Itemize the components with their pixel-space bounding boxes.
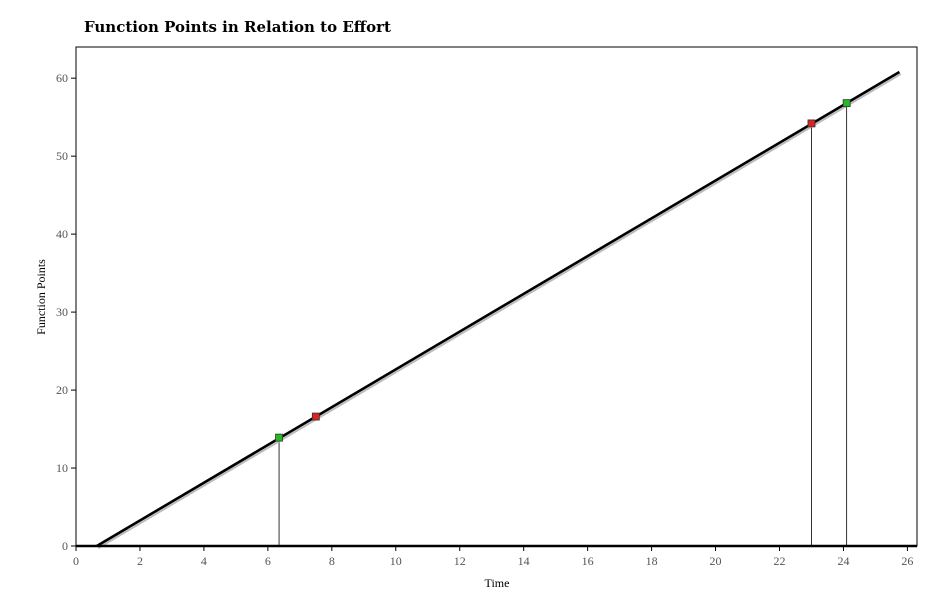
- x-tick-label: 0: [73, 554, 79, 568]
- y-tick-label: 10: [56, 461, 68, 475]
- x-tick-label: 14: [518, 554, 530, 568]
- trend-line-shadow: [97, 73, 902, 549]
- y-tick-label: 60: [56, 71, 68, 85]
- x-tick-label: 18: [646, 554, 658, 568]
- y-axis-label: Function Points: [34, 259, 48, 335]
- x-tick-label: 22: [773, 554, 785, 568]
- x-tick-label: 10: [390, 554, 402, 568]
- y-tick-label: 40: [56, 227, 68, 241]
- y-tick-label: 0: [62, 539, 68, 553]
- y-tick-label: 20: [56, 383, 68, 397]
- y-axis: 0 10 20 30 40 50 60: [56, 71, 76, 553]
- x-tick-label: 4: [201, 554, 207, 568]
- x-tick-label: 24: [837, 554, 849, 568]
- data-points: [275, 99, 851, 442]
- data-point-marker: [311, 412, 320, 421]
- chart-title: Function Points in Relation to Effort: [84, 18, 391, 36]
- x-axis-label: Time: [485, 576, 510, 590]
- y-tick-label: 30: [56, 305, 68, 319]
- x-tick-label: 6: [265, 554, 271, 568]
- data-point-marker: [807, 119, 816, 128]
- x-tick-label: 8: [329, 554, 335, 568]
- y-tick-label: 50: [56, 149, 68, 163]
- x-tick-label: 2: [137, 554, 143, 568]
- drop-lines: [278, 103, 848, 546]
- data-point-marker: [842, 99, 851, 108]
- data-point-marker: [275, 433, 283, 442]
- x-axis: 0 2 4 6 8 10 12 14 16 18 20 22 24 26: [73, 546, 913, 568]
- x-tick-label: 20: [710, 554, 722, 568]
- x-tick-label: 16: [582, 554, 594, 568]
- x-tick-label: 12: [454, 554, 466, 568]
- plot-frame: [75, 46, 918, 547]
- trend-line: [96, 70, 901, 548]
- x-tick-label: 26: [901, 554, 913, 568]
